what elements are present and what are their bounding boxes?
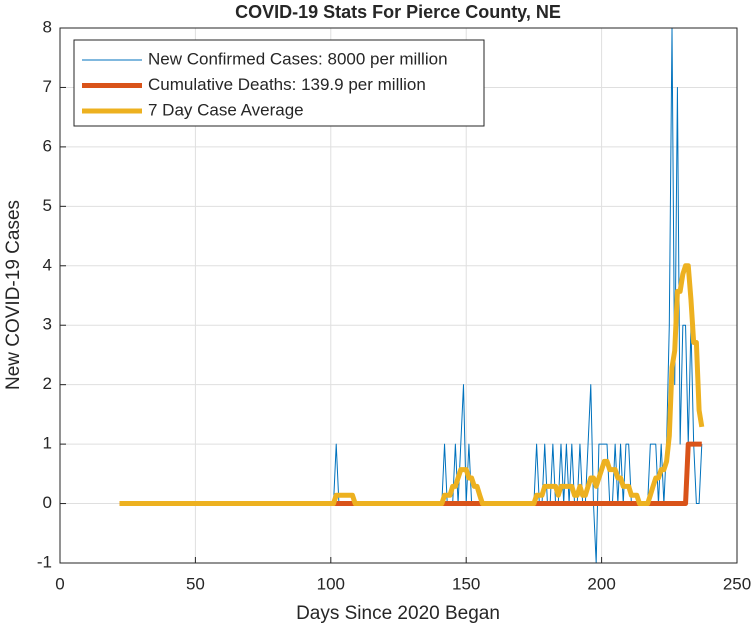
y-tick-label: 2 — [43, 374, 52, 393]
axes-frame — [59, 27, 738, 564]
legend-label: 7 Day Case Average — [148, 100, 304, 119]
legend-label: Cumulative Deaths: 139.9 per million — [148, 75, 426, 94]
legend-box — [73, 39, 485, 127]
y-tick-label: 0 — [43, 493, 52, 512]
x-tick-label: 50 — [186, 574, 205, 593]
series-line — [119, 441, 702, 507]
y-tick-label: 7 — [43, 77, 52, 96]
x-tick-label: 200 — [587, 574, 615, 593]
y-tick-label: 4 — [43, 255, 52, 274]
y-tick-label: 8 — [43, 17, 52, 36]
x-axis-label: Days Since 2020 Began — [296, 603, 500, 624]
y-tick-label: 3 — [43, 315, 52, 334]
x-tick-label: 0 — [55, 574, 64, 593]
x-tick-label: 250 — [723, 574, 751, 593]
x-tick-label: 100 — [317, 574, 345, 593]
y-tick-label: 1 — [43, 434, 52, 453]
y-tick-label: 6 — [43, 136, 52, 155]
y-tick-label: -1 — [37, 552, 52, 571]
y-tick-label: 5 — [43, 196, 52, 215]
series-line — [119, 263, 705, 507]
y-axis-label: New COVID-19 Cases — [3, 200, 24, 390]
legend-label: New Confirmed Cases: 8000 per million — [148, 49, 448, 68]
chart-title: COVID-19 Stats For Pierce County, NE — [235, 2, 561, 22]
x-tick-label: 150 — [452, 574, 480, 593]
